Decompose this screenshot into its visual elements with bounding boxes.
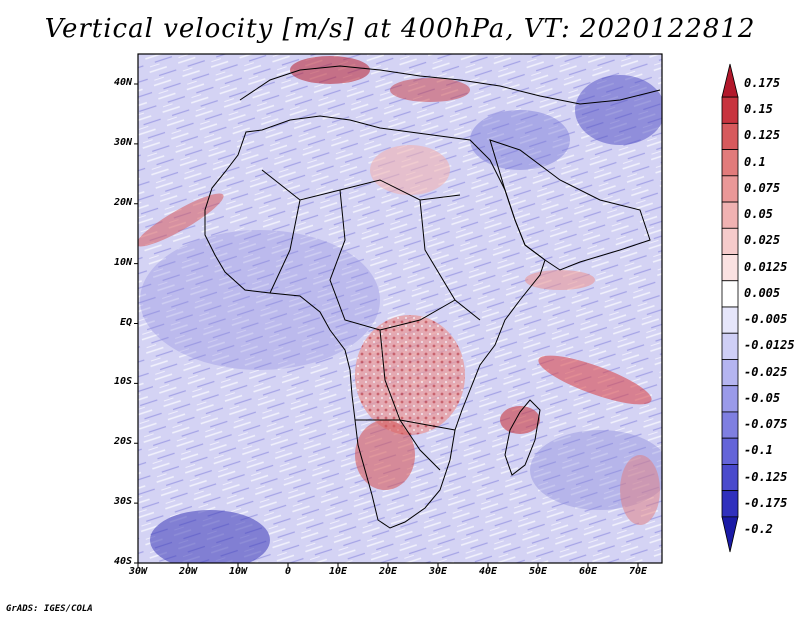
field-blue-zone xyxy=(575,75,662,145)
colorbar-label: -0.2 xyxy=(744,522,773,536)
madagascar-coastline xyxy=(504,399,541,476)
colorbar-swatch xyxy=(721,359,739,387)
grads-credit: GrADS: IGES/COLA xyxy=(6,604,93,614)
colorbar-swatch xyxy=(721,516,739,553)
lat-label: 30S xyxy=(113,496,132,508)
field-red-zone xyxy=(355,420,415,490)
border-line xyxy=(355,419,456,431)
lat-label: 20N xyxy=(113,196,132,208)
lat-label: 10N xyxy=(113,256,132,268)
lon-label: 10W xyxy=(228,566,248,577)
field-red-zone xyxy=(290,56,370,84)
colorbar-label: -0.005 xyxy=(744,312,788,327)
axis-ticks xyxy=(134,83,639,567)
colorbar-swatch xyxy=(721,122,739,150)
colorbar-swatch xyxy=(721,63,739,98)
lon-label: 60E xyxy=(578,566,598,577)
lon-label: 0 xyxy=(284,566,292,577)
lon-label: 30E xyxy=(428,566,448,577)
lat-label: EQ xyxy=(119,316,132,328)
field-red-zone xyxy=(538,355,652,405)
field-red-zone xyxy=(525,270,595,290)
colorbar-swatch xyxy=(721,201,739,229)
colorbar-label: 0.175 xyxy=(744,76,781,90)
lon-label: 20E xyxy=(378,566,398,577)
velocity-field xyxy=(138,54,662,563)
colorbar-label: 0.125 xyxy=(744,128,781,143)
colorbar-swatch xyxy=(721,280,739,308)
field-blue-zone xyxy=(140,230,380,370)
field-blue-zone xyxy=(150,510,270,563)
arabia-coastline xyxy=(489,139,651,271)
lon-label: 70E xyxy=(628,566,648,577)
colorbar-label: 0.05 xyxy=(744,207,773,222)
colorbar-label: -0.125 xyxy=(744,469,788,484)
colorbar-label: 0.005 xyxy=(744,285,781,300)
field-red-zone xyxy=(355,315,465,435)
lat-label: 20S xyxy=(113,436,132,448)
field-red-zone xyxy=(370,145,450,195)
colorbar-label: -0.1 xyxy=(744,443,773,458)
border-line xyxy=(261,169,461,201)
colorbar-label: 0.075 xyxy=(744,180,781,195)
colorbar-swatch xyxy=(721,464,739,492)
field-blue-zone xyxy=(470,110,570,170)
colorbar-swatch xyxy=(721,254,739,282)
colorbar-swatch xyxy=(721,175,739,203)
lat-label: 40S xyxy=(113,556,132,567)
lon-label: 10E xyxy=(328,566,348,577)
colorbar-label: -0.075 xyxy=(744,417,788,432)
field-red-zone xyxy=(620,455,660,525)
map-title: Vertical velocity [m/s] at 400hPa, VT: 2… xyxy=(44,14,756,44)
colorbar-swatch xyxy=(721,332,739,360)
colorbar-swatch xyxy=(721,411,739,439)
colorbar-label: 0.0125 xyxy=(744,259,788,274)
colorbar-label: -0.05 xyxy=(744,390,781,405)
colorbar-swatch xyxy=(721,437,739,465)
lat-label: 40N xyxy=(113,77,132,88)
coastlines xyxy=(204,65,661,529)
border-line xyxy=(269,199,301,294)
colorbar-swatch xyxy=(721,227,739,255)
colorbar-swatch xyxy=(721,149,739,177)
colorbar-swatch xyxy=(721,96,739,124)
lat-label: 30N xyxy=(113,136,132,148)
lon-label: 40E xyxy=(478,566,498,577)
lon-label: 20W xyxy=(178,566,198,577)
field-red-zone xyxy=(138,193,224,247)
colorbar-label: -0.0125 xyxy=(744,338,795,353)
colorbar-label: 0.025 xyxy=(744,233,781,248)
border-line xyxy=(329,189,456,331)
lon-label: 30W xyxy=(128,566,148,577)
colorbar-label: 0.1 xyxy=(744,154,766,169)
colorbar-swatch xyxy=(721,306,739,334)
colorbar-label: 0.15 xyxy=(744,102,773,117)
border-line xyxy=(419,199,481,321)
field-red-zone xyxy=(500,406,540,434)
colorbar-swatch xyxy=(721,385,739,413)
lat-label: 10S xyxy=(113,376,132,388)
map-frame xyxy=(137,53,663,564)
colorbar-label: -0.025 xyxy=(744,364,788,379)
colorbar xyxy=(721,63,739,553)
field-red-zone xyxy=(390,78,470,102)
colorbar-label: -0.175 xyxy=(744,495,788,510)
africa-coastline xyxy=(204,115,546,529)
europe-coastline xyxy=(239,65,661,105)
colorbar-swatch xyxy=(721,490,739,518)
lon-label: 50E xyxy=(528,566,548,577)
